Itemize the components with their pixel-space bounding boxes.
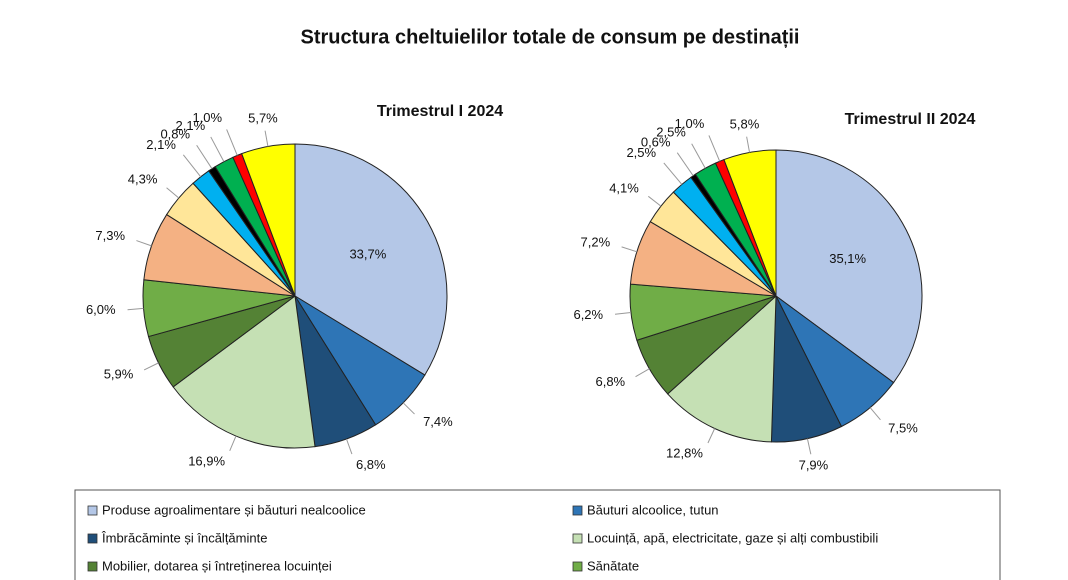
data-label: 0,8% <box>160 127 190 142</box>
leader-line <box>676 152 694 177</box>
data-label: 6,8% <box>595 374 625 389</box>
legend-swatch <box>572 561 583 572</box>
pie-slice <box>666 294 777 443</box>
leader-line <box>127 307 144 311</box>
leader-line <box>196 144 213 169</box>
pie-title: Trimestrul I 2024 <box>377 103 503 120</box>
leader-line <box>402 402 415 415</box>
data-label: 7,2% <box>581 235 611 250</box>
leader-line <box>708 135 721 162</box>
legend-label: Băuturi alcoolice, tutun <box>587 502 719 517</box>
legend-swatch <box>87 533 98 544</box>
data-label: 6,2% <box>573 307 603 322</box>
legend-label: Îmbrăcăminte și încălțăminte <box>101 530 267 545</box>
leader-line <box>614 311 631 315</box>
leader-line <box>806 438 812 455</box>
leader-line <box>264 130 269 147</box>
data-label: 33,7% <box>349 246 386 261</box>
leader-line <box>621 246 638 253</box>
data-label: 12,8% <box>666 445 703 460</box>
data-label: 6,8% <box>356 457 386 472</box>
data-label: 4,1% <box>609 180 639 195</box>
legend-box <box>74 489 1001 580</box>
pie-title: Trimestrul II 2024 <box>845 111 976 128</box>
legend-label: Sănătate <box>587 558 639 573</box>
data-label: 7,5% <box>888 420 918 435</box>
data-label: 5,7% <box>248 110 278 125</box>
legend-swatch <box>572 505 583 516</box>
data-label: 7,9% <box>799 457 829 472</box>
leader-line <box>143 362 159 371</box>
pie-slice <box>775 149 923 384</box>
chart-title: Structura cheltuielilor totale de consum… <box>301 26 800 48</box>
legend-label: Mobilier, dotarea și întreținerea locuin… <box>102 558 332 573</box>
leader-line <box>210 136 225 162</box>
legend-swatch <box>572 533 583 544</box>
leader-line <box>226 129 238 156</box>
leader-line <box>663 162 683 185</box>
leader-line <box>346 438 353 455</box>
legend-label: Locuință, apă, electricitate, gaze și al… <box>587 530 878 545</box>
leader-line <box>647 195 662 207</box>
leader-line <box>182 154 202 178</box>
data-label: 1,0% <box>192 110 222 125</box>
data-label: 5,8% <box>730 116 760 131</box>
legend-swatch <box>87 561 98 572</box>
leader-line <box>746 136 751 153</box>
leader-line <box>869 407 881 421</box>
leader-line <box>691 143 706 169</box>
leader-line <box>229 435 237 451</box>
data-label: 16,9% <box>188 453 225 468</box>
leader-line <box>166 187 180 199</box>
data-label: 0,6% <box>641 134 671 149</box>
pie-slice <box>294 143 448 376</box>
leader-line <box>635 368 650 378</box>
data-label: 7,4% <box>423 414 453 429</box>
data-label: 2,5% <box>626 145 656 160</box>
data-label: 6,0% <box>86 302 116 317</box>
data-label: 4,3% <box>128 171 158 186</box>
data-label: 7,3% <box>95 228 125 243</box>
legend-swatch <box>87 505 98 516</box>
data-label: 2,5% <box>656 125 686 140</box>
data-label: 5,9% <box>104 367 134 382</box>
data-label: 35,1% <box>829 251 866 266</box>
data-label: 2,1% <box>176 118 206 133</box>
data-label: 2,1% <box>146 137 176 152</box>
legend-label: Produse agroalimentare și băuturi nealco… <box>102 502 366 517</box>
pie-slice <box>723 149 777 297</box>
leader-line <box>707 428 716 444</box>
data-label: 1,0% <box>675 116 705 131</box>
leader-line <box>136 240 152 247</box>
